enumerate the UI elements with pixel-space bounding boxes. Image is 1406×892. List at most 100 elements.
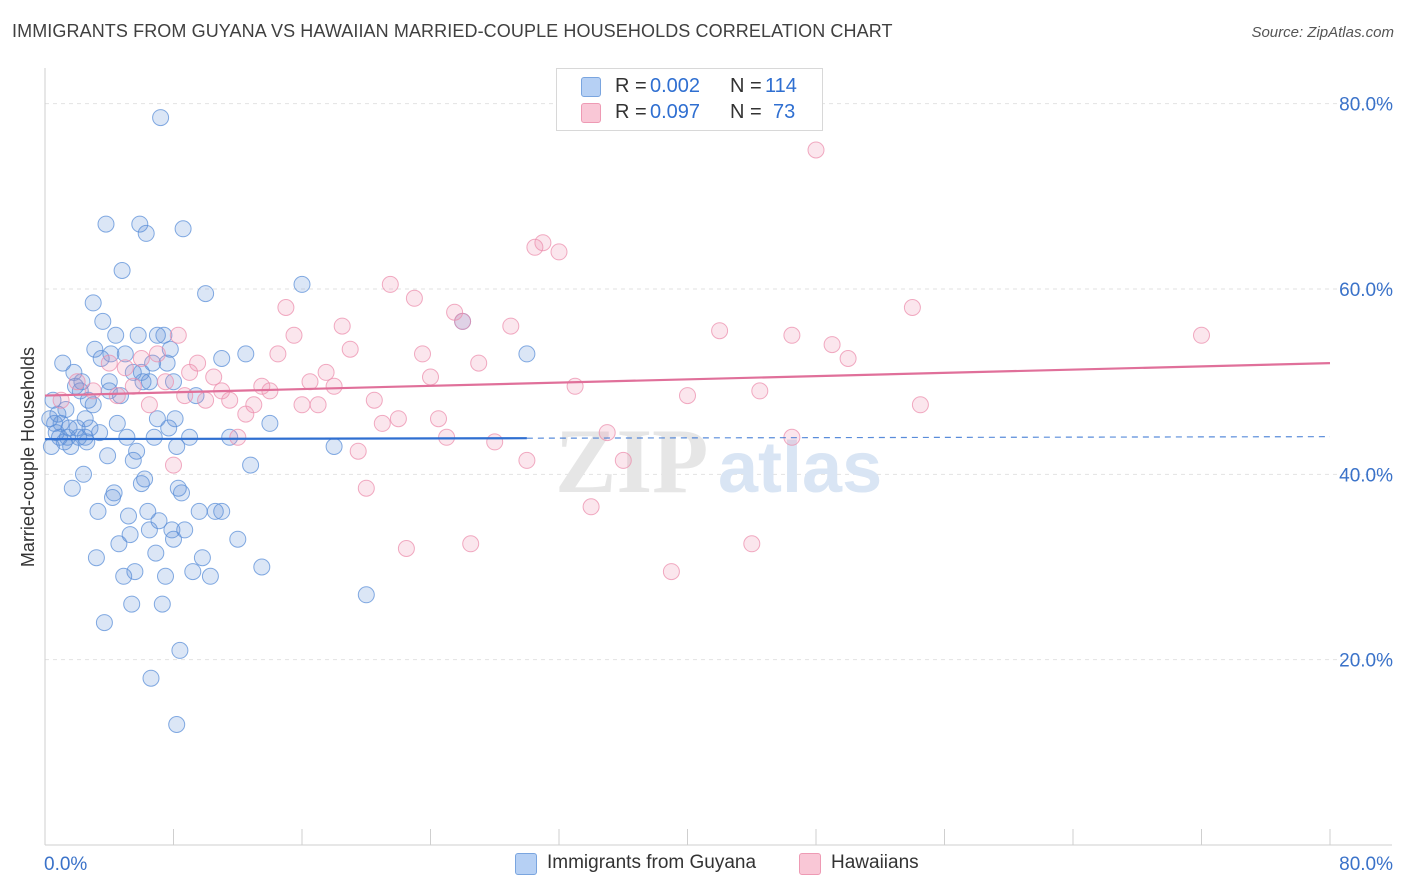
guyana-point (115, 567, 133, 585)
guyana-point (261, 414, 279, 432)
x-tick-label: 80.0% (1339, 854, 1393, 875)
hawaiian-point (470, 354, 488, 372)
hawaiians-swatch (581, 103, 601, 123)
guyana-point (57, 401, 75, 418)
legend-label: Hawaiians (831, 852, 919, 873)
guyana-point (173, 484, 190, 502)
guyana-point (84, 396, 102, 414)
hawaiian-point (823, 336, 841, 354)
guyana-point (129, 326, 147, 344)
guyana-point (155, 326, 173, 344)
trend-lines (44, 362, 1331, 441)
guyana-point (49, 405, 67, 423)
axis-labels: 20.0% 40.0% 60.0% 80.0% 0.0% 80.0% Married-cou… (18, 95, 1393, 875)
hawaiian-point (108, 387, 126, 405)
hawaiian-point (100, 354, 118, 372)
guyana-point (166, 410, 184, 428)
hawaiian-point (333, 317, 351, 335)
guyana-point (126, 563, 144, 581)
r-value: 0.002 (650, 75, 701, 97)
guyana-point (147, 544, 165, 562)
guyana-point (86, 340, 104, 358)
hawaiian-point (140, 396, 158, 414)
hawaiian-point (405, 289, 423, 307)
hawaiian-point (341, 340, 359, 358)
guyana-point (70, 428, 88, 446)
guyana-point (325, 438, 343, 455)
hawaiian-point (245, 396, 263, 414)
guyana-legend-swatch (515, 853, 537, 875)
guyana-point (293, 275, 311, 293)
guyana-point (213, 350, 231, 367)
guyana-point (123, 595, 141, 613)
hawaiian-point (462, 535, 480, 553)
y-tick-label: 20.0% (1339, 651, 1393, 672)
guyana-point (116, 345, 134, 363)
guyana-point (237, 345, 255, 363)
guyana-point (181, 428, 199, 446)
guyana-point (105, 484, 123, 502)
y-axis-label: Married-couple Households (18, 347, 38, 567)
guyana-point (193, 549, 211, 567)
guyana-point (76, 410, 94, 428)
hawaiian-point (550, 243, 568, 261)
guyana-point (124, 451, 142, 469)
hawaiian-trend-line (44, 362, 1331, 397)
guyana-point (110, 535, 128, 553)
guyana-point (197, 285, 215, 303)
guyana-point (148, 326, 166, 344)
guyana-point (79, 391, 97, 409)
stats-box: R = 0.002 N = 114 R = 0.097 N = 73 (556, 68, 823, 131)
n-value: 114 (765, 75, 797, 97)
hawaiian-point (148, 345, 166, 363)
hawaiian-point (1193, 326, 1210, 344)
guyana-point (229, 530, 247, 548)
hawaiian-point (518, 451, 536, 469)
guyana-point (121, 526, 139, 544)
guyana-point (157, 567, 174, 585)
guyana-point (76, 428, 94, 446)
hawaiian-point (598, 424, 616, 442)
guyana-swatch (581, 77, 601, 97)
hawaiian-point (205, 368, 223, 386)
hawaiian-point (197, 391, 215, 409)
guyana-point (99, 447, 117, 465)
hawaiian-point (285, 326, 303, 344)
series-hawaiians (52, 141, 1210, 581)
guyana-point (213, 502, 231, 520)
guyana-point (100, 373, 118, 391)
x-tick-label: 0.0% (44, 854, 87, 875)
hawaiian-point (743, 535, 761, 553)
guyana-point (132, 475, 150, 493)
hawaiian-point (381, 275, 399, 293)
chart-title: IMMIGRANTS FROM GUYANA VS HAWAIIAN MARRI… (12, 21, 893, 41)
guyana-point (253, 558, 271, 576)
hawaiian-point (454, 312, 472, 330)
guyana-point (206, 502, 224, 520)
guyana-point (174, 220, 192, 238)
guyana-point (242, 456, 260, 474)
guyana-point (176, 521, 194, 539)
n-label: N = (730, 101, 762, 123)
guyana-point (171, 641, 189, 659)
guyana-point (160, 419, 178, 437)
guyana-point (184, 563, 202, 581)
r-label: R = (615, 101, 647, 123)
guyana-point (148, 410, 166, 428)
hawaiian-point (349, 442, 367, 460)
hawaiian-point (662, 563, 680, 581)
guyana-point (107, 326, 125, 344)
r-label: R = (615, 75, 647, 97)
hawaiian-point (132, 350, 150, 367)
guyana-point (118, 428, 136, 446)
hawaiian-point (486, 433, 504, 451)
guyana-point (89, 502, 107, 520)
hawaiian-point (277, 299, 295, 316)
guyana-point (152, 109, 170, 127)
series-guyana (41, 109, 536, 733)
guyana-point (92, 350, 110, 367)
guyana-point (142, 669, 160, 687)
hawaiian-point (526, 238, 544, 256)
hawaiian-point (157, 373, 174, 391)
